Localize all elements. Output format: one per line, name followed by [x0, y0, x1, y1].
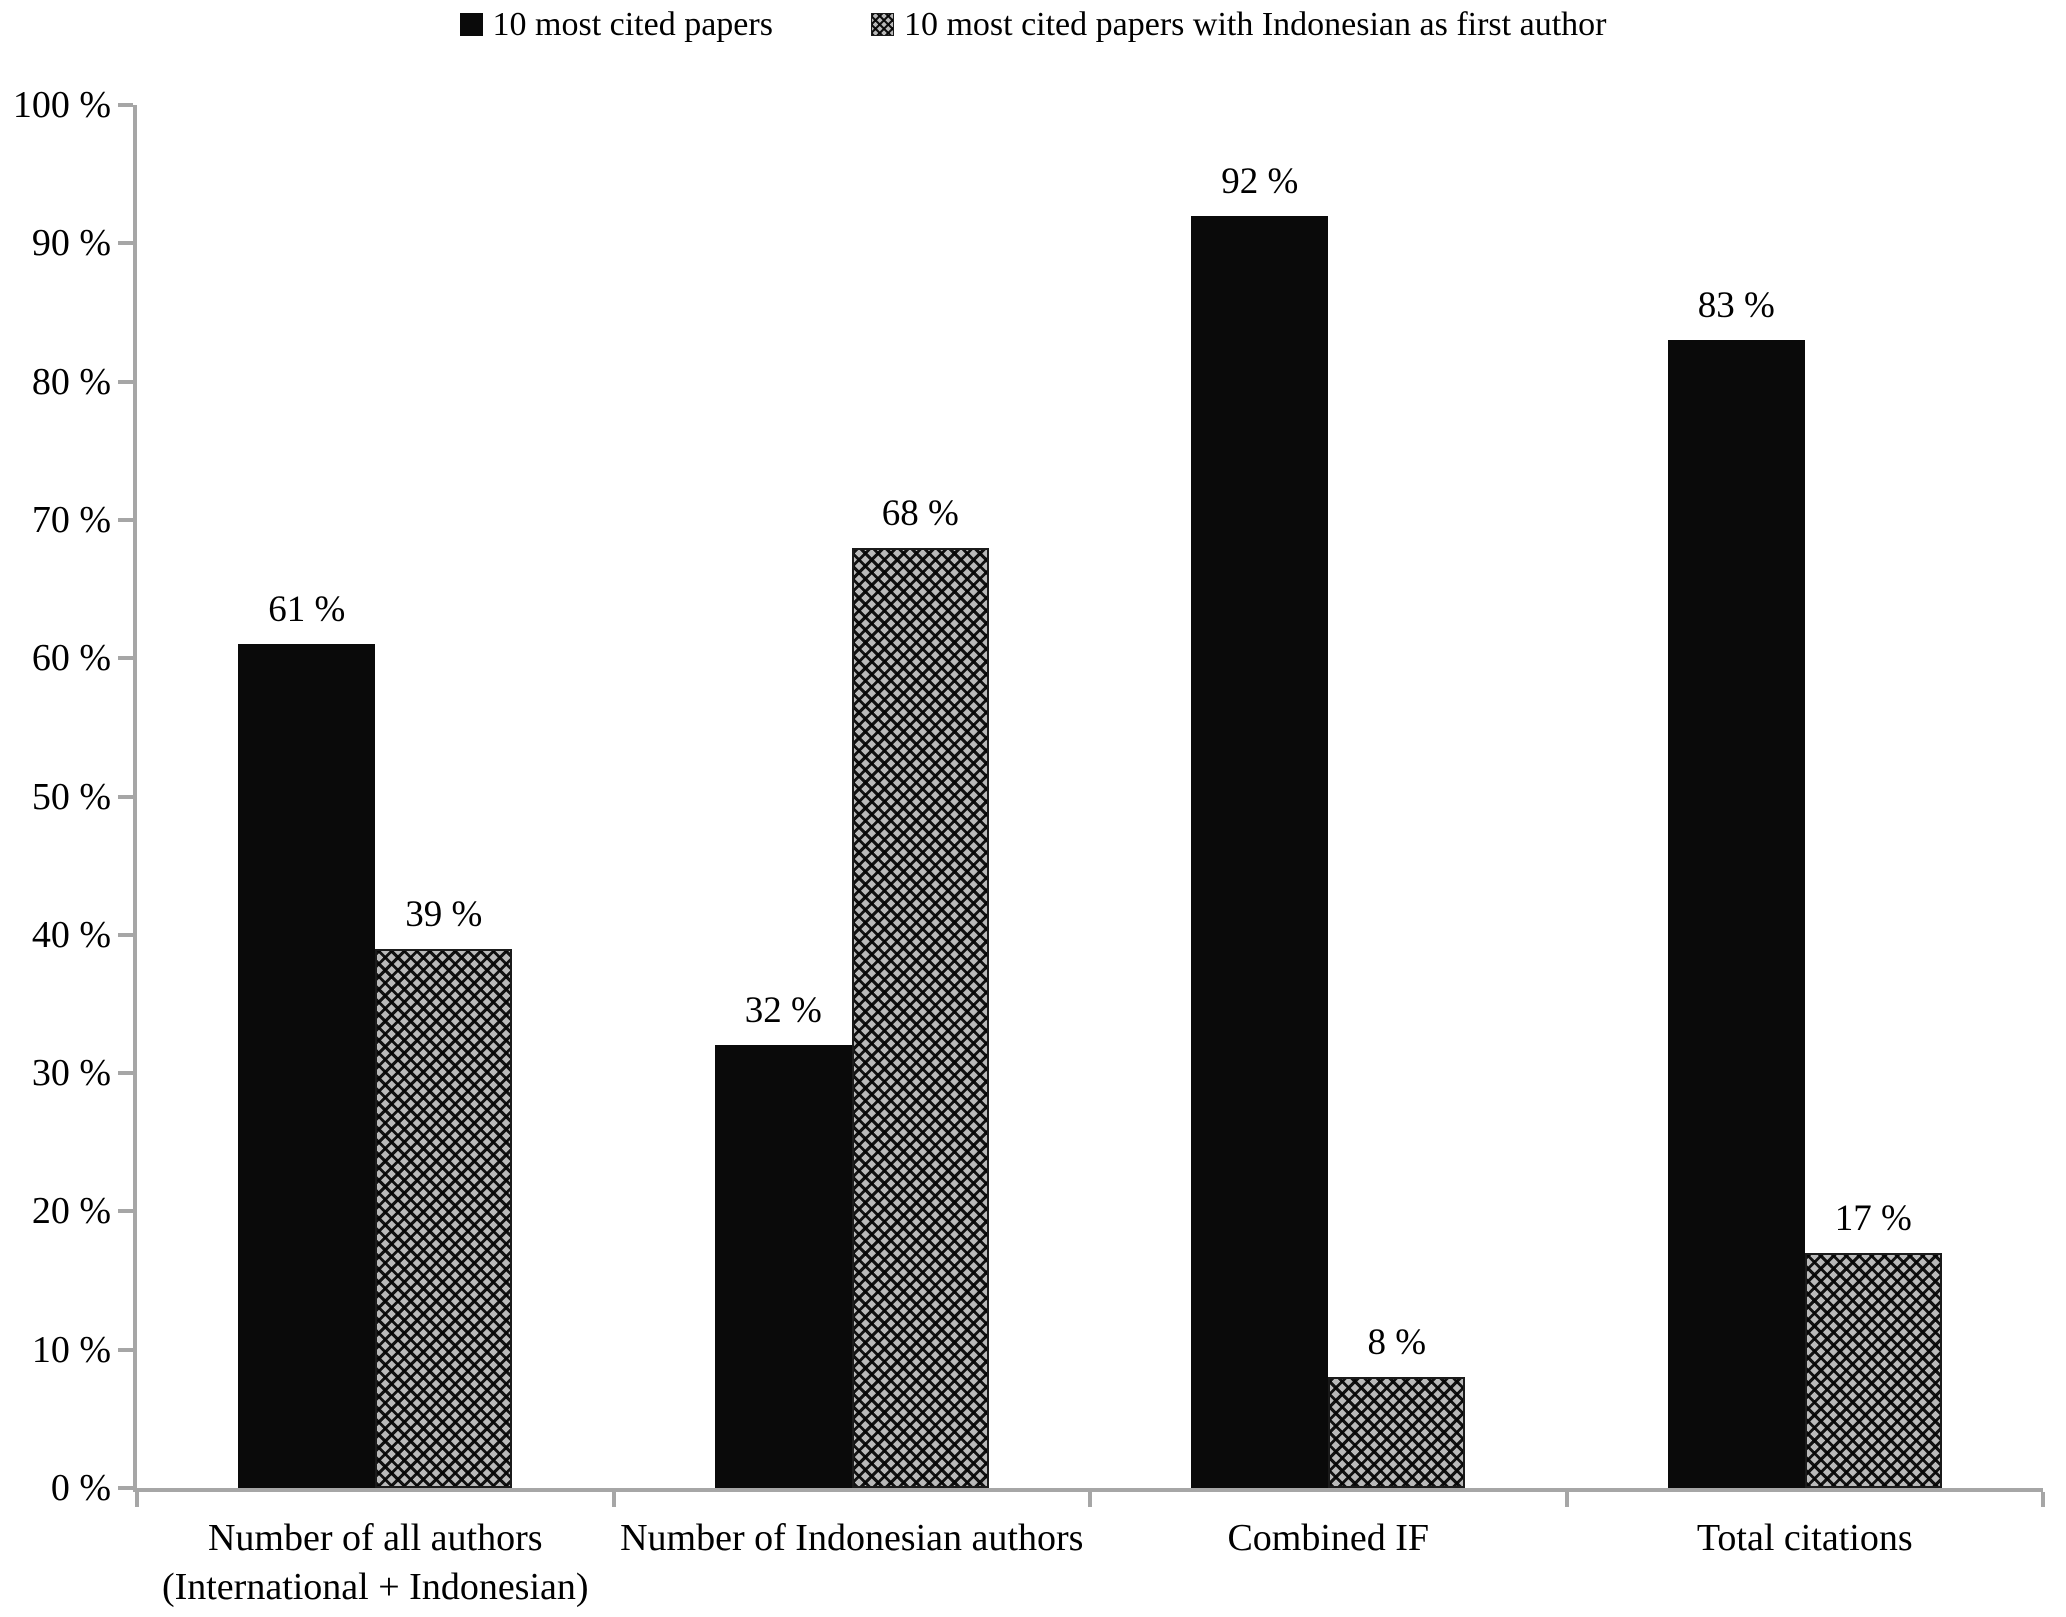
bar-series1-cat1	[238, 644, 376, 1488]
solid-square-icon	[459, 13, 483, 37]
bar-slot: 92 %	[1191, 105, 1329, 1488]
bar-slot: 8 %	[1328, 105, 1466, 1488]
legend-label: 10 most cited papers with Indonesian as …	[903, 6, 1607, 43]
y-axis-tick-label: 70 %	[31, 498, 111, 541]
y-axis-tick-label: 50 %	[31, 775, 111, 818]
bar-value-label: 32 %	[744, 990, 822, 1032]
y-axis-tick-label: 40 %	[31, 913, 111, 956]
y-axis-tick	[118, 794, 133, 799]
y-axis-tick-label: 10 %	[31, 1328, 111, 1371]
x-category-label: Number of all authors (International + I…	[161, 1517, 589, 1608]
bar-series2-cat2	[851, 547, 989, 1488]
y-axis-tick	[118, 932, 133, 937]
bar-value-label: 83 %	[1697, 285, 1775, 327]
y-axis-tick	[118, 1486, 133, 1490]
legend-label: 10 most cited papers	[492, 6, 773, 43]
bar-series1-cat2	[714, 1045, 852, 1488]
bar-slot: 39 %	[375, 105, 513, 1488]
bar-series2-cat3	[1328, 1377, 1466, 1488]
bar-group: 32 % 68 %	[614, 105, 1091, 1488]
x-category-label: Total citations	[1696, 1517, 1913, 1559]
bar-value-label: 17 %	[1834, 1197, 1912, 1239]
x-category-label: Combined IF	[1227, 1517, 1430, 1559]
x-axis-tick	[2041, 1492, 2045, 1507]
y-axis-tick-label: 20 %	[31, 1190, 111, 1233]
y-axis-tick	[118, 1209, 133, 1214]
y-axis-tick	[118, 656, 133, 661]
y-axis-tick-label: 60 %	[31, 637, 111, 680]
y-axis-tick	[118, 103, 133, 107]
bar-group: 92 % 8 %	[1090, 105, 1567, 1488]
y-axis-tick	[118, 241, 133, 246]
bar-slot: 61 %	[238, 105, 376, 1488]
bar-group: 83 % 17 %	[1567, 105, 2044, 1488]
bar-series1-cat3	[1191, 215, 1329, 1488]
x-axis-tick	[135, 1492, 139, 1507]
y-axis-tick-label: 0 %	[50, 1467, 111, 1509]
bar-slot: 32 %	[714, 105, 852, 1488]
bar-value-label: 61 %	[268, 589, 346, 631]
bar-slot: 17 %	[1804, 105, 1942, 1488]
y-axis-tick-label: 30 %	[31, 1052, 111, 1095]
legend-item-indonesian-first-author: 10 most cited papers with Indonesian as …	[870, 6, 1607, 43]
bar-value-label: 39 %	[405, 893, 483, 935]
x-axis-tick	[1088, 1492, 1092, 1507]
y-axis-tick	[118, 1347, 133, 1352]
x-category-label: Number of Indonesian authors	[620, 1517, 1084, 1559]
bar-series2-cat1	[375, 948, 513, 1488]
bar-value-label: 92 %	[1221, 160, 1299, 202]
legend-item-most-cited: 10 most cited papers	[459, 6, 773, 43]
bar-value-label: 68 %	[881, 492, 959, 534]
x-axis-tick	[611, 1492, 616, 1507]
chart-legend: 10 most cited papers 10 most cited paper…	[0, 6, 2066, 43]
y-axis-tick	[118, 517, 133, 522]
y-axis-tick	[118, 1071, 133, 1076]
bar-series1-cat4	[1667, 340, 1805, 1488]
plot-area: 100 % 90 % 80 % 70 % 60 % 50 % 40 % 30 % 20 % 10 …	[13, 84, 2045, 1608]
x-axis-tick	[1564, 1492, 1569, 1507]
bar-slot: 68 %	[851, 105, 989, 1488]
bar-slot: 83 %	[1667, 105, 1805, 1488]
y-axis-tick	[118, 379, 133, 384]
bar-group: 61 % 39 %	[137, 105, 614, 1488]
bar-series2-cat4	[1804, 1252, 1942, 1488]
y-axis-tick-label: 100 %	[12, 84, 111, 126]
y-axis-tick-label: 90 %	[31, 222, 111, 265]
pattern-square-icon	[870, 13, 894, 37]
bar-value-label: 8 %	[1367, 1322, 1427, 1364]
y-axis-tick-label: 80 %	[31, 360, 111, 403]
